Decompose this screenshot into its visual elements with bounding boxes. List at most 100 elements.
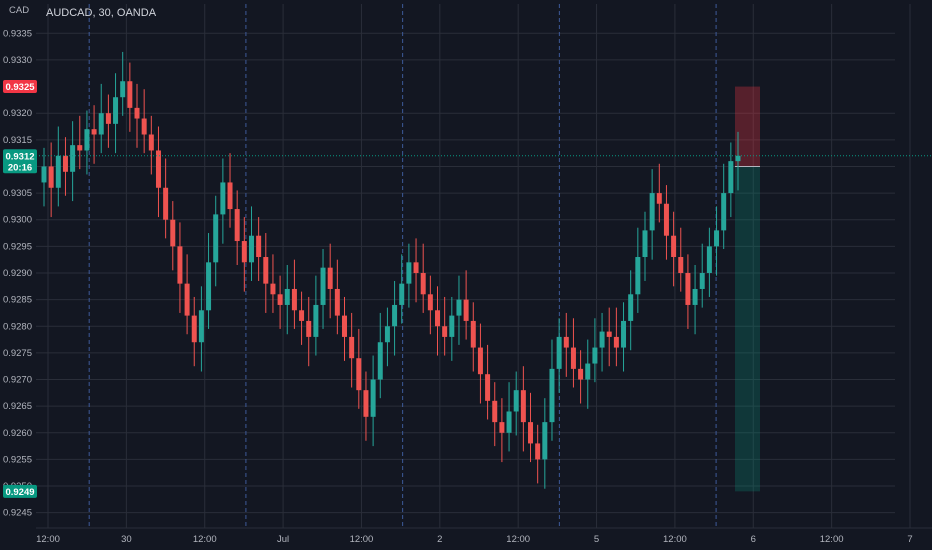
candle-body (714, 230, 720, 247)
candle-body (120, 81, 126, 98)
candle (206, 233, 212, 329)
target-zone (735, 86, 760, 167)
candle (55, 126, 61, 207)
candle (535, 424, 541, 484)
candle-body (671, 235, 677, 258)
price-tick-label: 0.9305 (3, 188, 32, 199)
candle (91, 105, 97, 164)
candle-body (492, 400, 498, 423)
candle-body (263, 257, 269, 284)
candle-body (463, 299, 469, 321)
candle-body (556, 336, 562, 369)
position-tool[interactable] (735, 86, 760, 492)
candle-body (55, 155, 61, 188)
price-tick-label: 0.9275 (3, 348, 32, 359)
candle (105, 94, 111, 148)
candle-body (98, 113, 104, 135)
stop-price-badge-bg (3, 484, 37, 498)
candle-body (241, 241, 247, 263)
candle (120, 51, 126, 116)
candle (678, 227, 684, 292)
candle-body (327, 267, 333, 289)
candle (463, 270, 469, 340)
candle (41, 147, 47, 207)
candle-body (578, 368, 584, 380)
symbol-title[interactable]: AUDCAD, 30, OANDA (46, 7, 157, 19)
candle (234, 190, 240, 265)
candle (635, 227, 641, 313)
candle-body (105, 113, 111, 124)
candle-body (227, 182, 233, 210)
time-tick-label: 12:00 (820, 534, 844, 545)
time-tick-label: 12:00 (36, 534, 60, 545)
candle-body (721, 193, 727, 231)
candle (685, 254, 691, 329)
candle-body (592, 347, 598, 364)
candle (542, 398, 548, 489)
candle (313, 275, 319, 356)
candle (141, 89, 147, 154)
price-tick-label: 0.9290 (3, 268, 32, 279)
candle (528, 392, 534, 463)
candle-body (356, 358, 362, 391)
last-price-badge-timer: 20:16 (8, 162, 32, 173)
candle (334, 259, 340, 335)
candle-body (628, 294, 634, 321)
candle-body (406, 262, 412, 284)
candle-body (535, 443, 541, 460)
candle (392, 280, 398, 356)
target-price-badge-bg (3, 80, 37, 94)
candle-body (306, 320, 312, 337)
candle-body (134, 107, 140, 119)
price-tick-label: 0.9270 (3, 375, 32, 386)
candle-body (399, 283, 405, 305)
candle (148, 115, 154, 175)
candle (306, 296, 312, 367)
candle-body (41, 166, 47, 183)
candle (113, 73, 119, 154)
candle-body (170, 219, 176, 247)
candle-body (213, 214, 219, 263)
candle (613, 307, 619, 367)
candle-body (270, 283, 276, 295)
candle-body (155, 150, 161, 188)
candle-body (470, 320, 476, 348)
candle (291, 259, 297, 329)
candle-body (248, 235, 254, 263)
time-tick-label: 2 (437, 534, 442, 545)
candle-body (456, 299, 462, 316)
candle (485, 344, 491, 420)
candle (728, 142, 734, 218)
candle-body (313, 304, 319, 337)
candle (442, 296, 448, 356)
candle (506, 382, 512, 452)
candle (513, 371, 519, 436)
candle (470, 302, 476, 372)
price-tick-label: 0.9265 (3, 401, 32, 412)
candle-body (62, 155, 68, 172)
candle (585, 339, 591, 409)
candle-body (127, 81, 133, 108)
candle (499, 398, 505, 463)
candle (714, 206, 720, 276)
candle (384, 307, 390, 367)
candle (213, 195, 219, 287)
price-tick-label: 0.9315 (3, 135, 32, 146)
chart-grid (36, 4, 911, 528)
candle (134, 83, 140, 148)
candle (735, 131, 741, 191)
candle-body (220, 182, 226, 215)
candle-body (234, 209, 240, 242)
candle-body (449, 315, 455, 337)
candle (70, 121, 76, 202)
candle-body (384, 326, 390, 343)
candle (198, 286, 204, 372)
time-axis[interactable]: 12:00 30 12:00 Jul 12:00 2 12:00 5 12:00 6 12:00 7 (0, 527, 932, 550)
candle (84, 110, 90, 175)
candle-body (642, 230, 648, 258)
candle-body (613, 336, 619, 348)
candle-body (570, 347, 576, 369)
candle (62, 137, 68, 196)
